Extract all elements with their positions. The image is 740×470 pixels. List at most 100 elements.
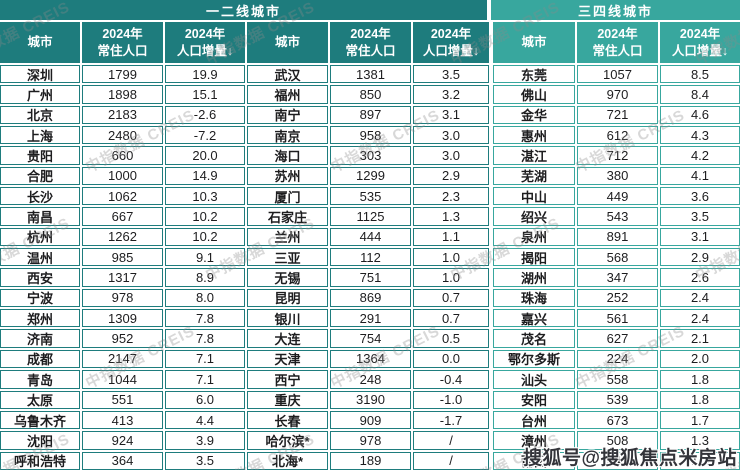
increase-cell: 2.1 <box>660 329 740 348</box>
table-row: 广州 1898 15.1 <box>0 85 245 104</box>
tier12-table-b-header: 城市 2024年 常住人口 2024年 人口增量↓ <box>247 22 489 63</box>
increase-cell: 0.7 <box>413 288 489 308</box>
city-column-header: 城市 <box>247 22 328 63</box>
table-row: 汕头 558 1.8 <box>493 370 740 389</box>
city-cell: 长春 <box>247 410 328 430</box>
table-row: 海口 303 3.0 <box>247 146 489 165</box>
population-cell: 364 <box>82 451 163 470</box>
table-row: 茂名 627 2.1 <box>493 329 740 348</box>
city-cell: 湖州 <box>493 268 575 287</box>
increase-cell: 4.1 <box>660 166 740 186</box>
population-cell: 303 <box>330 146 411 165</box>
population-cell: 547 <box>577 451 658 470</box>
table-row: 重庆 3190 -1.0 <box>247 390 489 409</box>
table-row: 郑州 1309 7.8 <box>0 309 245 328</box>
increase-cell: -1.7 <box>413 410 489 430</box>
population-cell: 1044 <box>82 370 163 389</box>
tables-area: 城市 2024年 常住人口 2024年 人口增量↓ 深圳 1799 19.9 广州 18… <box>0 20 740 470</box>
table-row: 呼和浩特 364 3.5 <box>0 451 245 470</box>
increase-cell: 7.8 <box>165 329 245 348</box>
tier12-group-header: 一二线城市 <box>0 0 487 20</box>
table-row: 成都 2147 7.1 <box>0 349 245 369</box>
population-cell: 2183 <box>82 105 163 125</box>
city-cell: 太原 <box>0 390 80 409</box>
increase-cell: 1.3 <box>413 207 489 226</box>
increase-cell: 3.1 <box>413 105 489 125</box>
population-cell: 1262 <box>82 227 163 247</box>
increase-cell: 6.0 <box>165 390 245 409</box>
population-cell: 551 <box>82 390 163 409</box>
population-header-line2: 常住人口 <box>97 43 148 58</box>
table-row: 南宁 897 3.1 <box>247 105 489 125</box>
tier12-table-a-header: 城市 2024年 常住人口 2024年 人口增量↓ <box>0 22 245 63</box>
increase-cell: 4.2 <box>660 146 740 165</box>
table-row: 安阳 539 1.8 <box>493 390 740 409</box>
population-column-header: 2024年 常住人口 <box>330 22 411 63</box>
city-cell: 乌鲁木齐 <box>0 410 80 430</box>
increase-column-header: 2024年 人口增量↓ <box>165 22 245 63</box>
population-cell: 869 <box>330 288 411 308</box>
increase-cell: 10.2 <box>165 227 245 247</box>
table-row: 金华 721 4.6 <box>493 105 740 125</box>
table-row: 深圳 1799 19.9 <box>0 65 245 84</box>
increase-cell: 3.0 <box>413 146 489 165</box>
table-row: 西安 1317 8.9 <box>0 268 245 287</box>
tier12-table-a: 城市 2024年 常住人口 2024年 人口增量↓ 深圳 1799 19.9 广州 18… <box>0 20 245 470</box>
population-cell: 291 <box>330 309 411 328</box>
city-cell: 芜湖 <box>493 166 575 186</box>
population-cell: 558 <box>577 370 658 389</box>
city-cell: 武汉 <box>247 65 328 84</box>
table-row: 芜湖 380 4.1 <box>493 166 740 186</box>
population-cell: 897 <box>330 105 411 125</box>
population-cell: 978 <box>330 431 411 450</box>
increase-cell: 14.9 <box>165 166 245 186</box>
table-row: 大连 754 0.5 <box>247 329 489 348</box>
population-cell: 1125 <box>330 207 411 226</box>
table-row: 济南 952 7.8 <box>0 329 245 348</box>
table-row: 长沙 1062 10.3 <box>0 187 245 206</box>
table-row: 厦门 535 2.3 <box>247 187 489 206</box>
population-cell: 248 <box>330 370 411 389</box>
population-cell: 413 <box>82 410 163 430</box>
city-cell: 鄂尔多斯 <box>493 349 575 369</box>
population-cell: 561 <box>577 309 658 328</box>
city-cell: 广州 <box>0 85 80 104</box>
increase-cell: 3.2 <box>413 85 489 104</box>
population-header-line2: 常住人口 <box>592 43 643 58</box>
population-cell: 1799 <box>82 65 163 84</box>
population-cell: 958 <box>330 126 411 145</box>
population-cell: 1057 <box>577 65 658 84</box>
sohu-watermark: 搜狐号@搜狐焦点米房站 <box>522 448 737 469</box>
city-cell: 大连 <box>247 329 328 348</box>
increase-cell: 2.4 <box>660 288 740 308</box>
increase-cell: 1.8 <box>660 370 740 389</box>
table-row: 泉州 891 3.1 <box>493 227 740 247</box>
city-column-header: 城市 <box>0 22 80 63</box>
city-cell: 湛江 <box>493 146 575 165</box>
increase-cell: 10.2 <box>165 207 245 226</box>
city-cell: 佛山 <box>493 85 575 104</box>
table-row: 北京 2183 -2.6 <box>0 105 245 125</box>
population-cell: 673 <box>577 410 658 430</box>
city-cell: 贵阳 <box>0 146 80 165</box>
city-cell: 无锡 <box>247 268 328 287</box>
tier34-group-header: 三四线城市 <box>491 0 740 20</box>
population-cell: 978 <box>82 288 163 308</box>
table-row: 福州 850 3.2 <box>247 85 489 104</box>
table-row: 合肥 1000 14.9 <box>0 166 245 186</box>
table-row: 沈阳 924 3.9 <box>0 431 245 450</box>
tier12-table-b: 城市 2024年 常住人口 2024年 人口增量↓ 武汉 1381 3.5 福州 850… <box>247 20 489 470</box>
population-cell: 449 <box>577 187 658 206</box>
table-row: 嘉兴 561 2.4 <box>493 309 740 328</box>
city-cell: 深圳 <box>0 65 80 84</box>
city-cell: 昆明 <box>247 288 328 308</box>
increase-cell: 1.0 <box>413 248 489 267</box>
increase-cell: 19.9 <box>165 65 245 84</box>
city-cell: 合肥 <box>0 166 80 186</box>
city-cell: 成都 <box>0 349 80 369</box>
population-cell: 3190 <box>330 390 411 409</box>
increase-cell: 1.0 <box>413 268 489 287</box>
city-cell: 台州 <box>493 410 575 430</box>
population-cell: 224 <box>577 349 658 369</box>
